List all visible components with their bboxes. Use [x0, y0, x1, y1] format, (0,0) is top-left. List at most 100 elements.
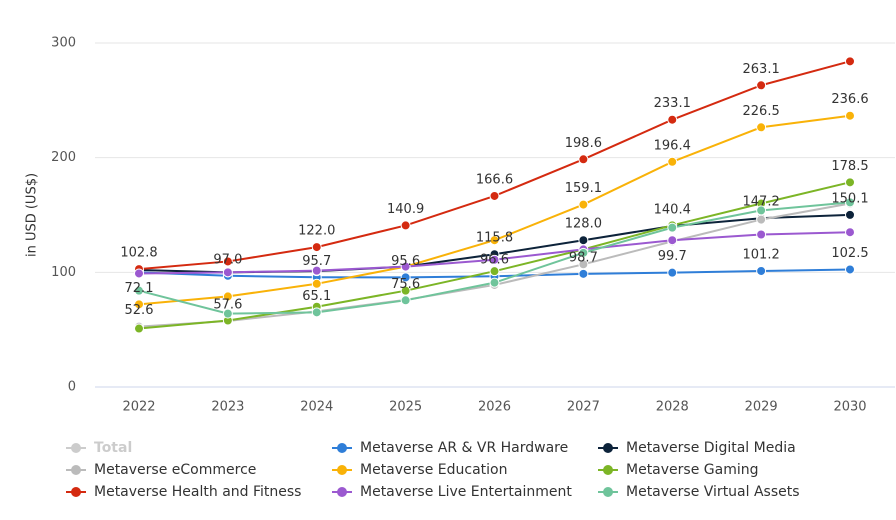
data-label: 101.2: [743, 247, 780, 262]
data-point: [845, 264, 855, 275]
data-point: [489, 235, 500, 246]
data-point: [845, 110, 855, 121]
data-label: 115.8: [476, 231, 513, 246]
data-point: [400, 272, 411, 283]
legend-label[interactable]: Metaverse Virtual Assets: [626, 484, 800, 500]
legend-label[interactable]: Metaverse Live Entertainment: [360, 484, 572, 500]
data-point: [845, 56, 855, 67]
data-label: 72.1: [125, 281, 154, 296]
data-point: [845, 209, 855, 220]
data-label: 102.8: [120, 246, 157, 261]
data-point: [489, 266, 500, 277]
data-point: [667, 114, 678, 125]
legend-marker: [603, 465, 613, 475]
x-tick-label: 2027: [567, 400, 600, 415]
data-label: 52.6: [125, 303, 154, 318]
data-label: 122.0: [298, 224, 335, 239]
legend-marker: [337, 443, 347, 453]
data-point: [222, 291, 233, 302]
data-point: [311, 307, 322, 318]
data-point: [222, 267, 233, 278]
data-point: [400, 261, 411, 272]
data-point: [489, 277, 500, 288]
x-tick-label: 2025: [389, 400, 422, 415]
data-point: [311, 242, 322, 253]
legend-label[interactable]: Metaverse Health and Fitness: [94, 484, 301, 500]
data-label: 95.6: [391, 254, 420, 269]
legend-label[interactable]: Metaverse AR & VR Hardware: [360, 440, 568, 456]
legend-label[interactable]: Metaverse Education: [360, 462, 507, 478]
data-label: 226.5: [743, 104, 780, 119]
legend-label[interactable]: Metaverse Gaming: [626, 462, 759, 478]
data-point: [578, 235, 589, 246]
data-point: [845, 197, 855, 208]
data-point: [400, 295, 411, 306]
x-tick-label: 2029: [745, 400, 778, 415]
data-point: [756, 205, 767, 216]
data-point: [845, 227, 855, 238]
data-label: 97.0: [213, 252, 242, 267]
data-label: 99.7: [658, 249, 687, 264]
data-point: [400, 285, 411, 296]
data-point: [134, 268, 144, 279]
data-point: [222, 256, 233, 267]
data-point: [311, 265, 322, 276]
data-label: 159.1: [565, 181, 602, 196]
data-point: [667, 235, 678, 246]
legend-marker: [337, 465, 347, 475]
data-label: 102.5: [831, 246, 868, 261]
data-label: 198.6: [565, 136, 602, 151]
legend-label[interactable]: Metaverse eCommerce: [94, 462, 256, 478]
y-tick-label: 0: [68, 380, 76, 395]
data-label: 128.0: [565, 217, 602, 232]
data-point: [756, 122, 767, 133]
data-label: 57.6: [213, 297, 242, 312]
data-label: 140.9: [387, 202, 424, 217]
data-label: 98.7: [569, 250, 598, 265]
data-point: [134, 323, 144, 334]
data-point: [578, 199, 589, 210]
data-label: 236.6: [831, 92, 868, 107]
data-label: 233.1: [654, 96, 691, 111]
data-label: 166.6: [476, 172, 513, 187]
data-point: [578, 154, 589, 165]
legend-marker: [603, 487, 613, 497]
data-point: [578, 259, 589, 270]
data-point: [756, 265, 767, 276]
data-label: 96.6: [480, 253, 509, 268]
data-point: [756, 229, 767, 240]
x-tick-label: 2024: [300, 400, 333, 415]
legend-marker: [337, 487, 347, 497]
x-tick-label: 2022: [122, 400, 155, 415]
data-label: 140.4: [654, 203, 691, 218]
data-point: [667, 222, 678, 233]
data-point: [400, 220, 411, 231]
data-label: 147.2: [743, 195, 780, 210]
data-point: [756, 80, 767, 91]
data-point: [578, 247, 589, 258]
x-tick-label: 2030: [833, 400, 866, 415]
legend-marker: [71, 487, 81, 497]
y-tick-label: 300: [51, 36, 76, 51]
legend-label[interactable]: Metaverse Digital Media: [626, 440, 796, 456]
legend-marker: [71, 443, 81, 453]
x-tick-label: 2023: [211, 400, 244, 415]
data-point: [667, 267, 678, 278]
data-point: [134, 299, 144, 310]
data-label: 65.1: [302, 289, 331, 304]
data-label: 196.4: [654, 138, 691, 153]
data-point: [222, 308, 233, 319]
y-tick-label: 100: [51, 265, 76, 280]
y-axis-title: in USD (US$): [25, 173, 40, 257]
legend-marker: [71, 465, 81, 475]
data-label: 263.1: [743, 62, 780, 77]
legend-label[interactable]: Total: [94, 440, 132, 456]
data-point: [756, 214, 767, 225]
data-point: [489, 190, 500, 201]
x-tick-label: 2028: [656, 400, 689, 415]
data-point: [311, 278, 322, 289]
data-point: [845, 177, 855, 188]
x-tick-label: 2026: [478, 400, 511, 415]
data-point: [489, 254, 500, 265]
